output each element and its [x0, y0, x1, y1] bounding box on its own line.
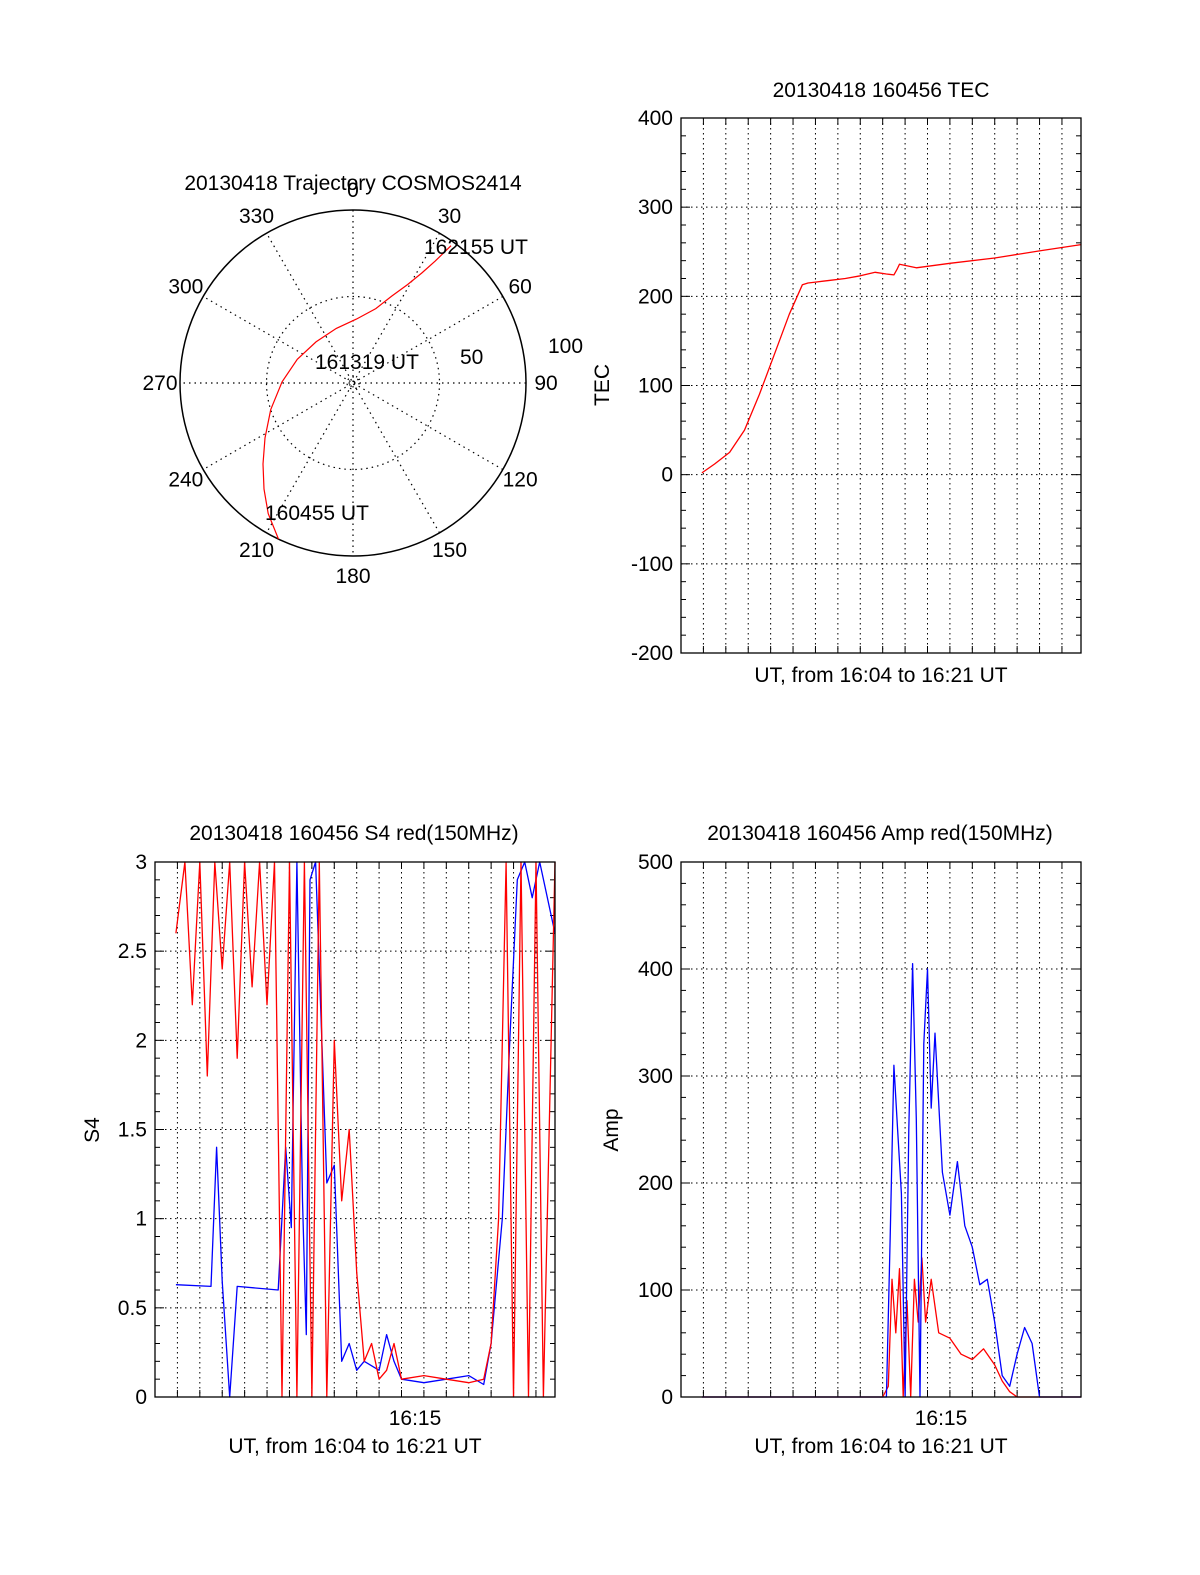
- series-line-blue: [175, 861, 556, 1398]
- angle-label: 0: [347, 179, 359, 202]
- chart-title: 20130418 160456 S4 red(150MHz): [189, 822, 518, 845]
- grid-ring-center: [346, 376, 360, 390]
- polar-outer-ring: [179, 209, 527, 557]
- angle-label: 60: [508, 276, 531, 299]
- series-group: [701, 962, 1081, 1398]
- angle-labels: 0 30 60 90 120 150 180 210 240 270 300 330: [142, 179, 557, 588]
- y-tick-label: -100: [631, 553, 673, 576]
- grid-spoke: [265, 232, 441, 534]
- chart-title: 20130418 160456 Amp red(150MHz): [707, 822, 1053, 845]
- y-tick-labels: 0 0.5 1 1.5 2 2.5 3: [118, 851, 147, 1409]
- x-tick-label: 16:15: [389, 1407, 442, 1430]
- y-tick-labels: -200 -100 0 100 200 300 400: [631, 107, 673, 665]
- y-tick-label: 200: [638, 285, 673, 308]
- angle-label: 240: [168, 469, 203, 492]
- x-tick-label: 16:15: [915, 1407, 968, 1430]
- grid-spoke: [202, 295, 504, 471]
- y-tick-label: 2: [135, 1029, 147, 1052]
- y-tick-label: 2.5: [118, 940, 147, 963]
- grid: [154, 862, 555, 1397]
- annotation-start-time: 160455 UT: [265, 502, 369, 525]
- plot-frame: [680, 117, 1082, 654]
- y-tick-label: 400: [638, 107, 673, 130]
- trajectory-line: [262, 245, 452, 540]
- grid-spoke: [202, 295, 504, 471]
- angle-label: 270: [142, 372, 177, 395]
- y-tick-label: 100: [638, 1279, 673, 1302]
- angle-label: 330: [239, 205, 274, 228]
- x-axis-label: UT, from 16:04 to 16:21 UT: [228, 1435, 481, 1458]
- y-tick-label: -200: [631, 642, 673, 665]
- annotation-end-time: 162155 UT: [424, 236, 528, 259]
- grid: [680, 862, 1081, 1397]
- chart-title: 20130418 Trajectory COSMOS2414: [184, 172, 522, 195]
- angle-label: 120: [503, 469, 538, 492]
- angle-label: 210: [239, 539, 274, 562]
- series-group: [701, 243, 1082, 474]
- y-axis-label: Amp: [600, 1108, 623, 1151]
- series-line-red: [701, 243, 1082, 474]
- radial-label-50: 50: [460, 346, 483, 369]
- annotation-mid-time: 161319 UT: [315, 351, 419, 374]
- y-tick-label: 300: [638, 196, 673, 219]
- x-axis-label: UT, from 16:04 to 16:21 UT: [754, 1435, 1007, 1458]
- y-tick-label: 0: [661, 464, 673, 487]
- angle-label: 150: [432, 539, 467, 562]
- ticks: [680, 117, 1081, 654]
- y-tick-label: 1.5: [118, 1119, 147, 1142]
- amp-chart: 20130418 160456 Amp red(150MHz) 0 100 200 3…: [600, 822, 1082, 1458]
- y-axis-label: S4: [81, 1117, 104, 1143]
- y-tick-label: 0: [135, 1386, 147, 1409]
- chart-title: 20130418 160456 TEC: [773, 79, 990, 102]
- y-tick-label: 0.5: [118, 1297, 147, 1320]
- trajectory-chart: 20130418 Trajectory COSMOS2414 0 30 60 90 12…: [142, 172, 583, 588]
- x-axis-label: UT, from 16:04 to 16:21 UT: [754, 664, 1007, 687]
- tec-chart: 20130418 160456 TEC -200 -100 0 100 200 300 40…: [591, 79, 1082, 687]
- series-line-red: [175, 861, 556, 1398]
- grid: [680, 118, 1081, 653]
- y-tick-label: 200: [638, 1172, 673, 1195]
- y-tick-labels: 0 100 200 300 400 500: [638, 851, 673, 1409]
- y-tick-label: 3: [135, 851, 147, 874]
- y-tick-label: 400: [638, 958, 673, 981]
- polar-grid: [180, 210, 526, 556]
- angle-label: 90: [534, 372, 557, 395]
- plot-frame: [154, 861, 556, 1398]
- series-line-red: [701, 1257, 1081, 1398]
- ticks: [680, 861, 1081, 1398]
- plot-frame: [680, 861, 1082, 1398]
- y-tick-label: 1: [135, 1208, 147, 1231]
- y-tick-label: 300: [638, 1065, 673, 1088]
- y-tick-label: 500: [638, 851, 673, 874]
- grid-ring-50: [265, 295, 441, 471]
- s4-chart: 20130418 160456 S4 red(150MHz) 0 0.5 1 1.5 2…: [81, 822, 556, 1458]
- y-axis-label: TEC: [591, 364, 614, 406]
- angle-label: 30: [438, 205, 461, 228]
- y-tick-label: 0: [661, 1386, 673, 1409]
- series-line-blue: [701, 962, 1081, 1398]
- series-group: [175, 861, 556, 1398]
- radial-label-100: 100: [548, 335, 583, 358]
- angle-label: 300: [168, 276, 203, 299]
- grid-spoke: [265, 232, 441, 534]
- angle-label: 180: [335, 565, 370, 588]
- y-tick-label: 100: [638, 375, 673, 398]
